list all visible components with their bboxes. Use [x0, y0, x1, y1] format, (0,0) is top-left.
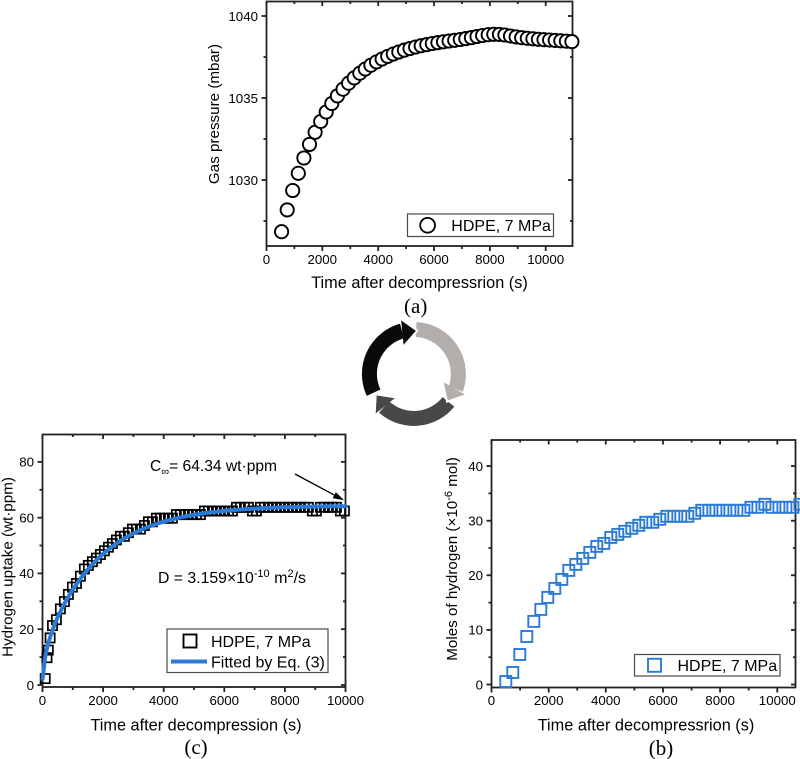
svg-text:1035: 1035 — [228, 91, 258, 106]
svg-text:(b): (b) — [649, 736, 674, 759]
svg-text:Time after decompressrion (s): Time after decompressrion (s) — [538, 717, 755, 735]
svg-text:Time after decompression (s): Time after decompression (s) — [90, 717, 301, 735]
svg-text:C∞= 64.34 wt·ppm: C∞= 64.34 wt·ppm — [150, 458, 277, 478]
svg-text:0: 0 — [488, 693, 495, 708]
svg-text:8000: 8000 — [705, 693, 735, 708]
svg-text:4000: 4000 — [363, 252, 393, 267]
svg-text:6000: 6000 — [648, 693, 678, 708]
svg-text:40: 40 — [19, 566, 34, 581]
svg-text:1040: 1040 — [228, 9, 258, 24]
svg-text:20: 20 — [468, 568, 483, 583]
svg-text:2000: 2000 — [308, 252, 338, 267]
svg-text:Hydrogen uptake (wt·ppm): Hydrogen uptake (wt·ppm) — [0, 477, 17, 657]
svg-text:10: 10 — [468, 623, 483, 638]
svg-text:4000: 4000 — [149, 693, 179, 708]
svg-text:HDPE, 7 MPa: HDPE, 7 MPa — [451, 218, 551, 235]
svg-text:10000: 10000 — [327, 693, 364, 708]
svg-text:HDPE, 7 MPa: HDPE, 7 MPa — [211, 634, 311, 651]
svg-text:(c): (c) — [184, 735, 207, 759]
svg-text:8000: 8000 — [270, 693, 300, 708]
svg-text:(a): (a) — [404, 294, 427, 318]
svg-text:Moles of hydrogen (×10-6 mol): Moles of hydrogen (×10-6 mol) — [443, 457, 461, 661]
svg-text:Gas pressure (mbar): Gas pressure (mbar) — [206, 44, 223, 184]
svg-text:6000: 6000 — [210, 693, 240, 708]
svg-text:0: 0 — [476, 677, 483, 692]
svg-text:80: 80 — [19, 455, 34, 470]
svg-text:0: 0 — [27, 678, 34, 693]
svg-text:D = 3.159×10-10 m2/s: D = 3.159×10-10 m2/s — [158, 568, 306, 587]
svg-text:4000: 4000 — [591, 693, 621, 708]
svg-text:6000: 6000 — [419, 252, 449, 267]
svg-text:20: 20 — [19, 622, 34, 637]
svg-text:30: 30 — [468, 514, 483, 529]
svg-text:8000: 8000 — [475, 252, 505, 267]
svg-text:10000: 10000 — [527, 252, 564, 267]
svg-text:Fitted by Eq. (3): Fitted by Eq. (3) — [211, 654, 325, 671]
svg-text:2000: 2000 — [534, 693, 564, 708]
svg-text:40: 40 — [468, 459, 483, 474]
svg-text:0: 0 — [263, 252, 270, 267]
svg-text:0: 0 — [39, 693, 46, 708]
svg-text:60: 60 — [19, 511, 34, 526]
svg-text:10000: 10000 — [759, 693, 796, 708]
svg-text:2000: 2000 — [88, 693, 118, 708]
svg-text:Time after decompressrion (s): Time after decompressrion (s) — [311, 274, 528, 292]
svg-text:1030: 1030 — [228, 173, 258, 188]
svg-text:HDPE, 7 MPa: HDPE, 7 MPa — [678, 658, 778, 675]
